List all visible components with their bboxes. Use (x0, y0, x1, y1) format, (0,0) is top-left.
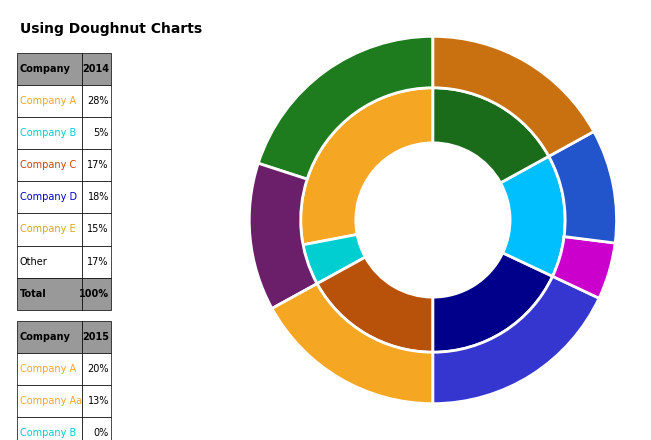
Bar (18, 353, 81, 385)
Bar (81, 85, 111, 117)
Wedge shape (301, 88, 433, 245)
Text: Company A: Company A (20, 364, 76, 374)
Text: Company Aa: Company Aa (20, 396, 82, 406)
Wedge shape (433, 253, 553, 352)
Bar (18, 246, 81, 278)
Text: Company B: Company B (20, 428, 76, 438)
Text: Company: Company (20, 64, 71, 74)
Text: Company B: Company B (20, 128, 76, 138)
Bar (18, 385, 81, 417)
Text: 18%: 18% (87, 192, 109, 202)
Bar (81, 53, 111, 85)
Text: 2015: 2015 (82, 332, 109, 342)
Text: 15%: 15% (87, 224, 109, 235)
Text: 13%: 13% (87, 396, 109, 406)
Wedge shape (433, 88, 549, 183)
Wedge shape (549, 132, 616, 243)
Text: Company A: Company A (20, 96, 76, 106)
Wedge shape (433, 276, 599, 403)
Bar (18, 321, 81, 353)
Wedge shape (272, 284, 433, 403)
Text: 0%: 0% (94, 428, 109, 438)
Wedge shape (317, 257, 433, 352)
Text: Other: Other (20, 257, 48, 267)
Wedge shape (258, 37, 433, 179)
Text: Using Doughnut Charts: Using Doughnut Charts (20, 22, 202, 36)
Bar (18, 149, 81, 181)
Bar (18, 85, 81, 117)
Text: 2014: 2014 (82, 64, 109, 74)
Bar (18, 417, 81, 440)
Bar (18, 213, 81, 246)
Bar (81, 117, 111, 149)
Text: Company D: Company D (20, 192, 77, 202)
Bar (81, 149, 111, 181)
Bar (81, 321, 111, 353)
Bar (18, 278, 81, 310)
Bar (81, 213, 111, 246)
Bar (81, 385, 111, 417)
Bar (81, 278, 111, 310)
Text: 28%: 28% (87, 96, 109, 106)
Text: 5%: 5% (94, 128, 109, 138)
Wedge shape (501, 156, 565, 276)
Bar (18, 117, 81, 149)
Wedge shape (553, 237, 615, 298)
Wedge shape (303, 235, 365, 284)
Text: 100%: 100% (79, 289, 109, 299)
Wedge shape (249, 163, 317, 308)
Bar (81, 417, 111, 440)
Text: 20%: 20% (87, 364, 109, 374)
Text: Company: Company (20, 332, 71, 342)
Bar (81, 181, 111, 213)
Text: Total: Total (20, 289, 46, 299)
Text: 17%: 17% (87, 160, 109, 170)
Bar (18, 181, 81, 213)
Bar (18, 53, 81, 85)
Wedge shape (433, 37, 594, 156)
Text: Company E: Company E (20, 224, 76, 235)
Bar (81, 353, 111, 385)
Text: Company C: Company C (20, 160, 76, 170)
Bar (81, 246, 111, 278)
Text: 17%: 17% (87, 257, 109, 267)
